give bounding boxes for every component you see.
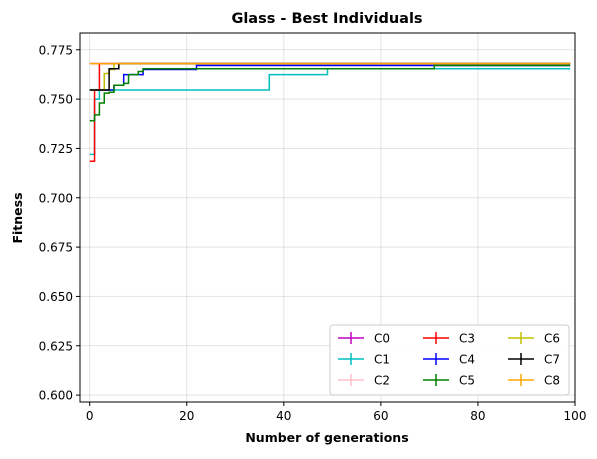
legend-label: C1 [374,353,390,367]
plot-area [89,62,571,163]
legend-entry-c7: C7 [508,353,560,367]
legend-entry-c6: C6 [508,332,560,346]
chart-title: Glass - Best Individuals [231,11,422,27]
legend-label: C4 [459,353,475,367]
x-tick-label: 20 [179,409,194,423]
y-tick-label: 0.750 [39,93,73,107]
series-line-c3 [89,62,571,163]
series-line-c5 [89,64,571,122]
y-tick-label: 0.775 [39,43,73,57]
legend-entry-c4: C4 [423,353,475,367]
plot-frame [79,32,576,403]
legend-label: C7 [544,353,560,367]
legend-label: C3 [459,332,475,346]
x-tick-label: 100 [564,409,587,423]
y-tick-label: 0.625 [39,339,73,353]
series-line-c6 [89,62,571,91]
y-tick-label: 0.650 [39,290,73,304]
axis-ticks: 0 20 40 60 80 100 0.600 0.625 0.650 0.675 0.700 0.7… [39,43,587,423]
legend: C0 C1 C2 C3 C4 C5 C6 C7 C8 [329,324,570,396]
legend-entry-c0: C0 [338,332,390,346]
y-tick-label: 0.675 [39,241,73,255]
legend-label: C6 [544,332,560,346]
legend-label: C0 [374,332,390,346]
y-tick-label: 0.600 [39,389,73,403]
y-axis-label: Fitness [10,192,25,243]
legend-entry-c3: C3 [423,332,475,346]
y-tick-label: 0.725 [39,142,73,156]
legend-label: C2 [374,374,390,388]
series-line-c7 [89,62,571,91]
legend-label: C8 [544,374,560,388]
series-lines [89,62,571,163]
legend-entry-c5: C5 [423,374,475,388]
legend-box [329,324,570,396]
series-line-c1 [89,67,571,156]
x-axis-label: Number of generations [245,430,408,445]
legend-entry-c1: C1 [338,353,390,367]
legend-label: C5 [459,374,475,388]
x-tick-label: 40 [276,409,291,423]
x-tick-label: 80 [470,409,485,423]
legend-entry-c8: C8 [508,374,560,388]
y-tick-label: 0.700 [39,191,73,205]
legend-entry-c2: C2 [338,374,390,388]
x-tick-label: 0 [86,409,94,423]
x-tick-label: 60 [373,409,388,423]
